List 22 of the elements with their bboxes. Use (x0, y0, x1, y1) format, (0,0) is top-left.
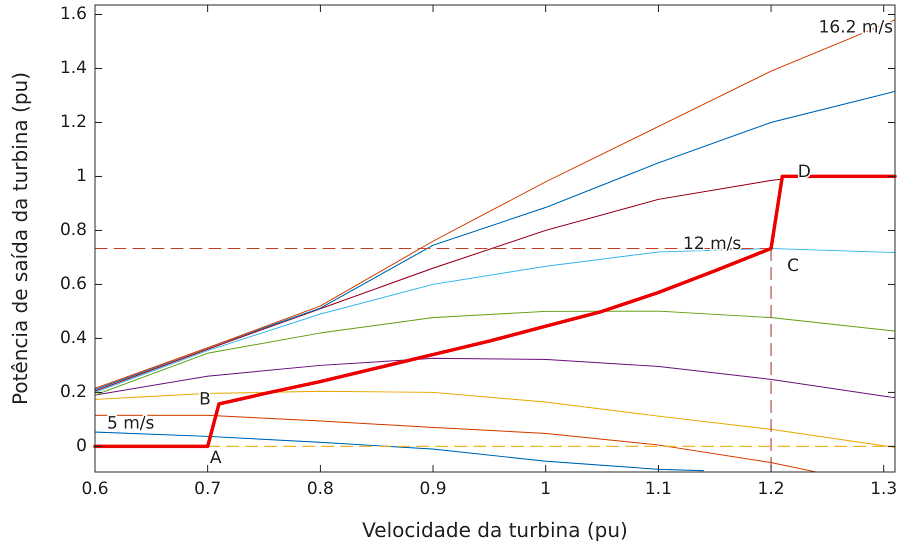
x-tick-label: 1 (540, 479, 552, 499)
x-tick-label: 0.8 (306, 479, 334, 499)
y-axis-title: Potência de saída da turbina (pu) (8, 72, 32, 406)
annotation: C (787, 256, 799, 276)
x-axis-title: Velocidade da turbina (pu) (362, 518, 628, 542)
x-tick-label: 0.7 (194, 479, 222, 499)
x-tick-label: 0.9 (420, 479, 447, 499)
y-tick-label: 0.6 (60, 274, 87, 294)
x-tick-label: 1.3 (870, 479, 898, 499)
x-tick-label: 1.2 (758, 479, 785, 499)
y-tick-label: 1 (76, 166, 87, 186)
y-tick-label: 1.2 (60, 112, 87, 132)
y-tick-label: 1.6 (60, 4, 87, 24)
y-tick-label: 0 (76, 436, 87, 456)
y-tick-label: 0.8 (60, 220, 87, 240)
y-tick-label: 1.4 (60, 58, 87, 78)
annotation: B (199, 390, 211, 410)
y-tick-label: 0.2 (60, 382, 87, 402)
x-tick-label: 1.1 (644, 479, 672, 499)
y-tick-label: 0.4 (60, 328, 87, 348)
annotation: A (210, 448, 222, 468)
annotation: 5 m/s (107, 414, 155, 434)
